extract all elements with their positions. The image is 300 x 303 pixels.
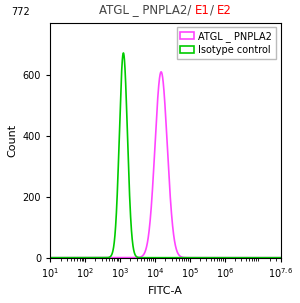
Text: E2: E2: [217, 4, 232, 16]
Text: /: /: [209, 4, 217, 16]
Y-axis label: Count: Count: [7, 124, 17, 157]
Text: 772: 772: [11, 7, 30, 17]
Text: ATGL _ PNPLA2/: ATGL _ PNPLA2/: [98, 4, 195, 16]
Text: E1: E1: [195, 4, 209, 16]
X-axis label: FITC-A: FITC-A: [148, 286, 183, 296]
Legend: ATGL _ PNPLA2, Isotype control: ATGL _ PNPLA2, Isotype control: [177, 27, 276, 59]
